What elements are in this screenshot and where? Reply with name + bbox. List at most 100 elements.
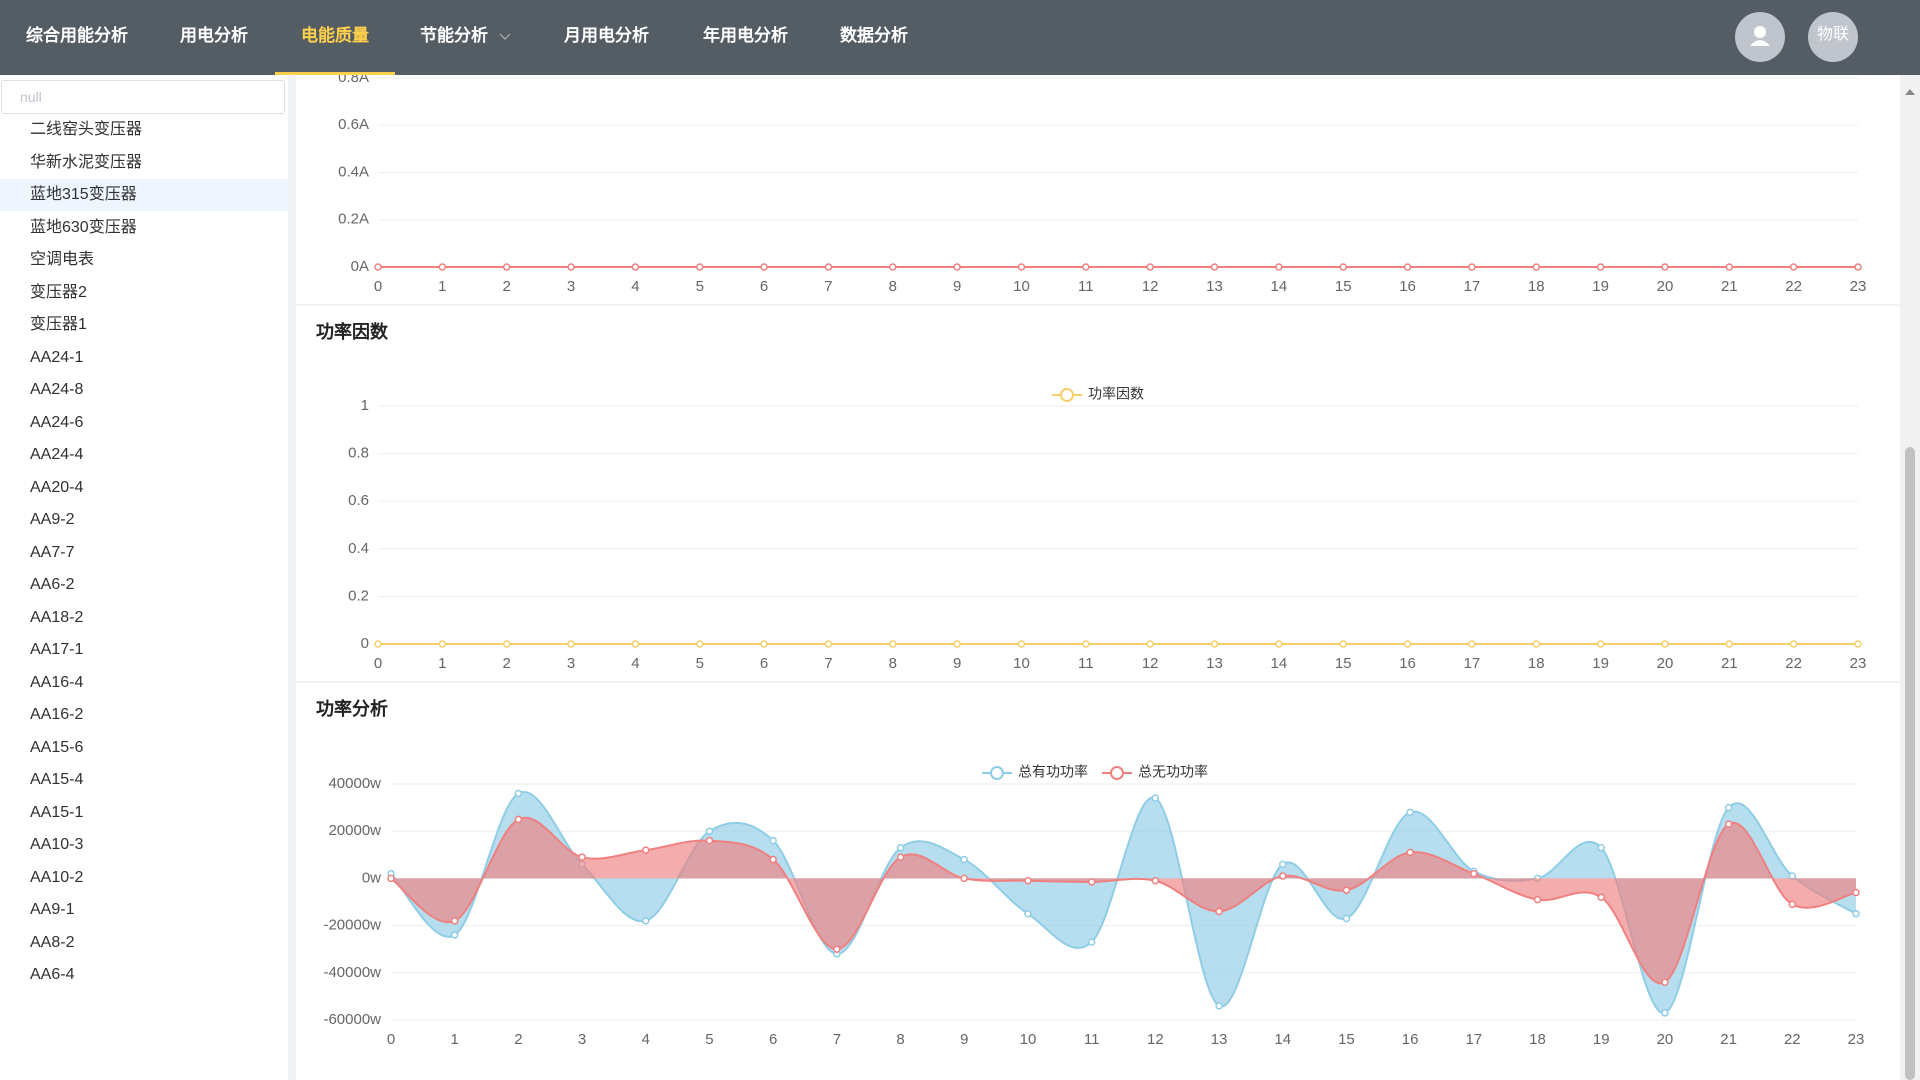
point: [953, 640, 961, 648]
user-name[interactable]: 物联: [1808, 12, 1858, 62]
x-tick-label: 1: [438, 278, 446, 295]
x-tick-label: 1: [451, 1031, 459, 1048]
tree-item[interactable]: 空调电表: [30, 251, 95, 268]
point: [450, 917, 459, 925]
x-tick-label: 18: [1528, 655, 1545, 672]
nav-item[interactable]: 用电分析: [180, 26, 248, 45]
tree-item[interactable]: AA6-4: [30, 966, 75, 983]
point: [960, 874, 969, 883]
point: [450, 931, 459, 939]
tree-item[interactable]: AA8-2: [30, 933, 75, 951]
point: [1024, 877, 1032, 885]
y-tick-label: 0.8: [348, 445, 369, 462]
point: [1087, 878, 1096, 886]
x-tick-label: 8: [896, 1031, 904, 1048]
x-tick-label: 19: [1592, 655, 1609, 672]
point: [824, 640, 833, 648]
tree-item[interactable]: AA17-1: [30, 641, 84, 658]
x-tick-label: 9: [960, 1031, 968, 1048]
tree-item[interactable]: AA9-1: [30, 901, 75, 918]
tree-item[interactable]: AA18-2: [30, 608, 84, 626]
point: [1278, 860, 1287, 868]
y-tick-label: 20000w: [328, 822, 381, 839]
tree-item[interactable]: AA10-2: [30, 868, 84, 886]
x-tick-label: 16: [1402, 1031, 1419, 1048]
nav-item[interactable]: 电能质量: [275, 0, 395, 75]
y-tick-label: -40000w: [323, 964, 381, 981]
tree-item[interactable]: 变压器1: [30, 316, 87, 333]
tree-item[interactable]: AA7-7: [30, 543, 75, 561]
nav-item[interactable]: 节能分析: [394, 0, 518, 72]
tree-item[interactable]: AA16-4: [30, 673, 84, 691]
point: [695, 263, 704, 271]
tree-item[interactable]: AA24-1: [30, 348, 84, 366]
search-input[interactable]: null: [1, 80, 285, 114]
point: [1788, 872, 1797, 880]
x-tick-label: 21: [1721, 655, 1738, 672]
point: [1406, 808, 1414, 817]
panel: [296, 75, 1900, 304]
user-avatar[interactable]: [1735, 12, 1785, 62]
point: [1597, 843, 1605, 852]
tree-item[interactable]: AA6-2: [30, 576, 75, 593]
point: [1275, 263, 1283, 271]
scroll-arrow: [1905, 89, 1915, 95]
tree-item[interactable]: AA24-6: [30, 413, 84, 431]
point: [1789, 263, 1798, 271]
x-tick-label: 22: [1784, 1031, 1801, 1048]
point: [1533, 895, 1542, 904]
nav-item[interactable]: 数据分析: [840, 26, 908, 45]
x-tick-label: 0: [387, 1031, 395, 1048]
point: [1403, 640, 1412, 648]
y-tick-label: 0w: [362, 869, 381, 886]
point: [1852, 888, 1860, 897]
point: [953, 263, 961, 271]
point: [824, 263, 833, 271]
point: [1596, 263, 1605, 271]
point: [1661, 263, 1669, 271]
point: [960, 855, 969, 864]
point: [1151, 794, 1160, 802]
point: [705, 836, 714, 845]
point: [1852, 910, 1860, 918]
nav-item[interactable]: 综合用能分析: [26, 26, 128, 45]
point: [1532, 263, 1541, 271]
point: [833, 945, 841, 953]
x-tick-label: 5: [696, 655, 704, 672]
top-nav: 物联 综合用能分析 用电分析 电能质量 节能分析 月用电分析 年用电分析 数据分析: [0, 0, 1920, 75]
tree-item[interactable]: AA10-3: [30, 836, 84, 853]
tree-item[interactable]: AA24-8: [30, 381, 84, 398]
point: [1661, 978, 1669, 986]
x-tick-label: 19: [1593, 1031, 1610, 1048]
tree-item[interactable]: 华新水泥变压器: [30, 153, 143, 171]
x-tick-label: 7: [833, 1031, 841, 1048]
point: [1725, 263, 1734, 271]
tree-item[interactable]: 变压器2: [30, 283, 87, 301]
nav-item[interactable]: 年用电分析: [703, 26, 788, 45]
tree-item[interactable]: AA24-4: [30, 446, 84, 463]
point: [889, 263, 897, 271]
y-tick-label: 0.6A: [338, 116, 369, 133]
tree-item[interactable]: AA15-4: [30, 771, 84, 788]
point: [642, 917, 650, 925]
tree-item[interactable]: AA16-2: [30, 706, 84, 723]
tree-item[interactable]: AA9-2: [30, 511, 75, 528]
tree-item[interactable]: 蓝地630变压器: [30, 218, 137, 236]
x-tick-label: 0: [374, 278, 382, 295]
y-tick-label: 0.2: [348, 587, 369, 604]
tree-item[interactable]: AA15-6: [30, 738, 84, 756]
scroll-thumb[interactable]: [1905, 447, 1915, 1080]
tree-item[interactable]: 二线窑头变压器: [30, 121, 143, 138]
scrollbar[interactable]: [1900, 75, 1920, 1080]
nav-item[interactable]: 月用电分析: [564, 26, 649, 45]
point: [438, 640, 447, 648]
area: [391, 817, 1856, 984]
tree-item[interactable]: AA20-4: [30, 478, 84, 496]
point: [1661, 640, 1669, 648]
tree-item[interactable]: AA15-1: [30, 803, 84, 821]
tree-item[interactable]: 蓝地315变压器: [0, 179, 288, 211]
x-tick-label: 5: [705, 1031, 713, 1048]
x-tick-label: 7: [824, 278, 832, 295]
point: [567, 640, 575, 648]
x-tick-label: 23: [1848, 1031, 1865, 1048]
